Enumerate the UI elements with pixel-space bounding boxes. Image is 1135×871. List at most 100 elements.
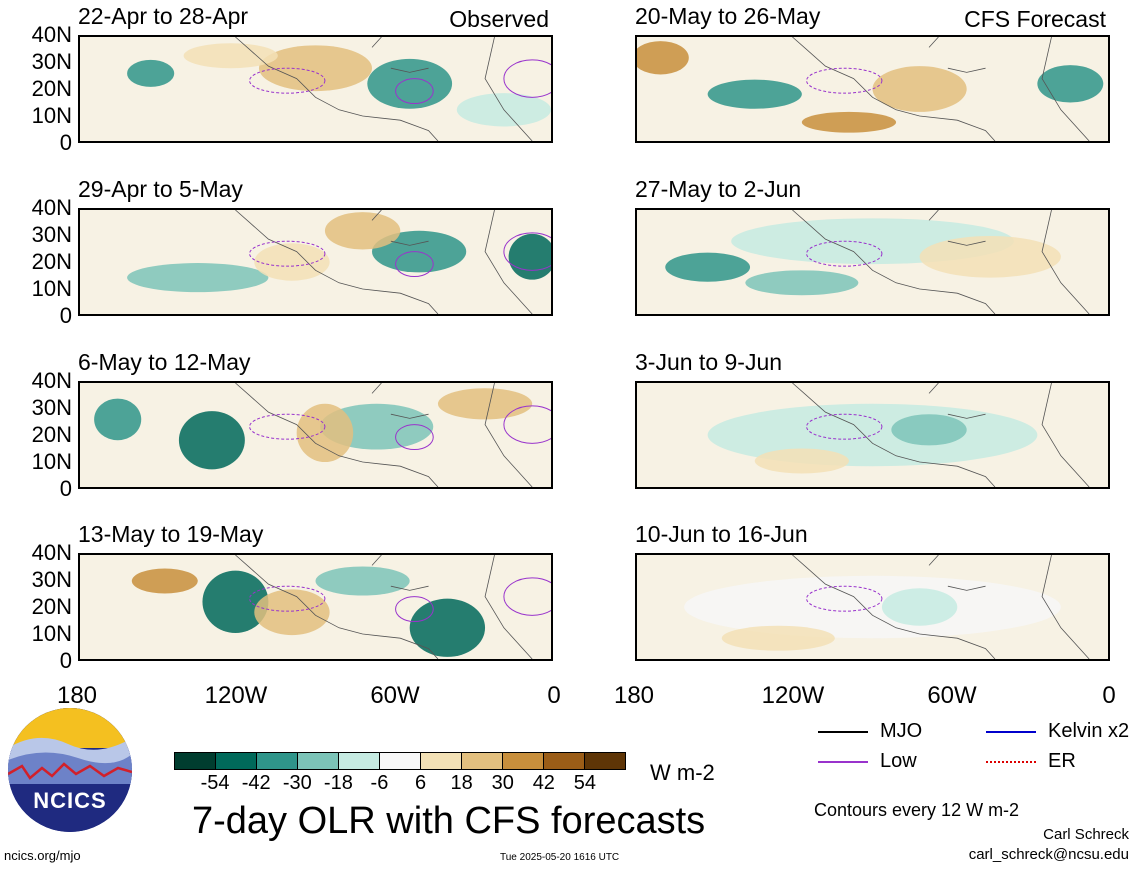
low-contour — [250, 586, 325, 611]
colorbar-label: -54 — [200, 772, 230, 794]
olr-anomaly — [178, 411, 245, 470]
legend-label: Kelvin x2 — [1048, 720, 1130, 742]
low-contour — [250, 68, 325, 93]
panel-title: 10-Jun to 16-Jun — [635, 521, 808, 547]
lat-label: 30N — [31, 395, 72, 420]
olr-anomaly — [891, 414, 967, 446]
olr-anomaly — [324, 212, 401, 250]
low-contour — [250, 241, 325, 266]
olr-anomaly — [258, 45, 373, 92]
olr-anomaly — [183, 43, 278, 69]
lat-label: 30N — [31, 49, 72, 74]
olr-map — [635, 35, 1110, 143]
colorbar-cell — [544, 753, 585, 769]
olr-anomaly — [202, 570, 269, 633]
olr-anomaly — [315, 566, 410, 596]
low-contour — [504, 60, 551, 97]
coastline — [792, 37, 1089, 141]
low-contour — [250, 414, 325, 439]
colorbar-label: 54 — [573, 772, 597, 794]
lat-label: 0 — [59, 130, 72, 155]
colorbar-cell — [585, 753, 625, 769]
olr-anomaly — [409, 598, 486, 657]
low-contour — [504, 406, 551, 443]
olr-anomaly — [754, 448, 849, 474]
panel-title: 3-Jun to 9-Jun — [635, 349, 783, 375]
panel-tag: CFS Forecast — [964, 6, 1106, 32]
colorbar-cell — [503, 753, 544, 769]
legend-er: ER — [986, 750, 1076, 773]
colorbar-cell — [175, 753, 216, 769]
olr-map — [635, 208, 1110, 316]
lat-label: 20N — [31, 249, 72, 274]
low-contour — [807, 68, 882, 93]
colorbar-label: -42 — [241, 772, 271, 794]
low-contour — [396, 252, 434, 277]
lat-label: 30N — [31, 222, 72, 247]
olr-anomaly — [127, 59, 175, 87]
timestamp: Tue 2025-05-20 1616 UTC — [500, 852, 620, 863]
panel-title: 20-May to 26-May — [635, 3, 821, 29]
legend-line-mjo — [818, 730, 868, 733]
olr-anomaly — [665, 252, 751, 282]
author: Carl Schreck — [1043, 826, 1129, 843]
lat-label: 10N — [31, 449, 72, 474]
legend-kelvin: Kelvin x2 — [986, 720, 1129, 743]
site-url: ncics.org/mjo — [4, 848, 81, 863]
low-contour — [807, 586, 882, 611]
lat-label: 40N — [31, 22, 72, 47]
colorbar — [174, 752, 626, 770]
colorbar-label: 6 — [414, 772, 427, 794]
lon-label: 120W — [204, 682, 268, 709]
legend-mjo: MJO — [818, 720, 922, 743]
lon-label: 180 — [56, 682, 98, 709]
coastline — [235, 37, 532, 141]
logo-text: NCICS — [33, 788, 107, 813]
colorbar-cell — [298, 753, 339, 769]
olr-anomaly — [127, 263, 269, 293]
legend-label: Low — [880, 750, 917, 772]
olr-anomaly — [254, 243, 330, 281]
colorbar-cell — [339, 753, 380, 769]
lat-label: 30N — [31, 567, 72, 592]
low-contour — [504, 578, 551, 615]
lat-label: 0 — [59, 303, 72, 328]
olr-map — [78, 35, 553, 143]
lat-label: 10N — [31, 103, 72, 128]
contour-note: Contours every 12 W m-2 — [814, 800, 1020, 820]
lon-label: 60W — [370, 682, 420, 709]
olr-anomaly — [94, 398, 142, 441]
coastline — [792, 383, 1089, 487]
olr-anomaly — [437, 388, 533, 420]
coastline — [235, 555, 532, 659]
lat-label: 0 — [59, 476, 72, 501]
colorbar-cell — [462, 753, 503, 769]
olr-anomaly — [745, 270, 859, 296]
colorbar-cell — [380, 753, 421, 769]
olr-anomaly — [1037, 65, 1104, 103]
lon-label: 180 — [613, 682, 655, 709]
olr-anomaly — [684, 575, 1061, 639]
olr-anomaly — [131, 568, 198, 594]
lon-label: 60W — [927, 682, 977, 709]
olr-anomaly — [707, 79, 802, 109]
olr-anomaly — [637, 41, 689, 75]
olr-map — [78, 208, 553, 316]
panel-title: 29-Apr to 5-May — [78, 176, 243, 202]
lon-label: 120W — [761, 682, 825, 709]
low-contour — [504, 233, 551, 270]
lon-label: 0 — [1102, 682, 1116, 709]
panel-tag: Observed — [449, 6, 549, 32]
legend-label: MJO — [880, 720, 923, 742]
lat-label: 20N — [31, 76, 72, 101]
colorbar-units: W m-2 — [650, 760, 715, 785]
colorbar-label: 18 — [450, 772, 473, 794]
olr-anomaly — [881, 588, 958, 626]
legend-line-kelvin — [986, 730, 1036, 733]
lat-label: 0 — [59, 648, 72, 673]
legend-label: ER — [1048, 750, 1076, 772]
olr-map — [78, 553, 553, 661]
lat-label: 20N — [31, 422, 72, 447]
lat-label: 40N — [31, 368, 72, 393]
panel-title: 27-May to 2-Jun — [635, 176, 802, 202]
